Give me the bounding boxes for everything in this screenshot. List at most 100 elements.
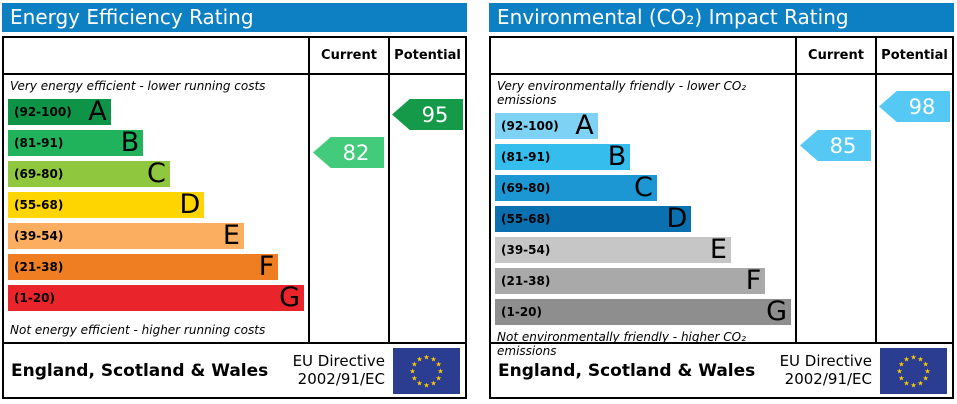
environmental-rating-table: Current Potential Very environmentally f… (489, 36, 954, 399)
potential-column (875, 75, 952, 342)
band-chart: Very energy efficient - lower running co… (4, 75, 308, 342)
svg-text:★: ★ (437, 367, 443, 375)
current-column (795, 75, 875, 342)
table-footer: England, Scotland & Wales EU Directive 2… (4, 342, 465, 397)
region-label: England, Scotland & Wales (11, 360, 269, 381)
svg-text:★: ★ (924, 367, 930, 375)
potential-column (388, 75, 465, 342)
band-range: (69-80) (501, 181, 551, 195)
svg-text:★: ★ (435, 374, 441, 382)
band-row-e: (39-54) E (8, 220, 244, 251)
svg-text:★: ★ (898, 360, 904, 368)
current-column (308, 75, 388, 342)
band-row-c: (69-80) C (495, 172, 657, 203)
band-row-f: (21-38) F (495, 265, 766, 296)
band-range: (69-80) (14, 167, 64, 181)
band-row-g: (1-20) G (495, 296, 791, 327)
svg-text:★: ★ (922, 360, 928, 368)
svg-text:★: ★ (917, 379, 923, 387)
svg-text:★: ★ (416, 355, 422, 363)
region-label: England, Scotland & Wales (498, 360, 756, 381)
potential-rating-value: 95 (421, 102, 449, 127)
band-row-g: (1-20) G (8, 282, 304, 313)
band-range: (39-54) (501, 243, 551, 257)
band-letter: C (147, 158, 166, 189)
chart-header-spacer (491, 38, 795, 75)
rating-grid: Current Potential Very energy efficient … (4, 38, 465, 342)
band-range: (92-100) (501, 119, 559, 133)
band-row-b: (81-91) B (8, 127, 144, 158)
eu-flag: ★ ★ ★ ★ ★ ★ ★ ★ ★ ★ ★ ★ (880, 347, 947, 394)
svg-text:★: ★ (910, 381, 916, 389)
band-range: (21-38) (501, 274, 551, 288)
band-letter: D (666, 203, 688, 234)
current-column-header: Current (795, 38, 875, 75)
band-letter: G (766, 296, 787, 327)
eu-directive-line2: 2002/91/EC (784, 369, 872, 388)
energy-efficiency-panel: Energy Efficiency Rating Current Potenti… (2, 3, 467, 399)
band-row-d: (55-68) D (495, 203, 692, 234)
bottom-caption: Not energy efficient - higher running co… (10, 323, 266, 337)
panel-title: Energy Efficiency Rating (10, 5, 254, 29)
energy-rating-table: Current Potential Very energy efficient … (2, 36, 467, 399)
svg-text:★: ★ (922, 374, 928, 382)
band-row-e: (39-54) E (495, 234, 731, 265)
band-chart: Very environmentally friendly - lower CO… (491, 75, 795, 358)
eu-flag: ★ ★ ★ ★ ★ ★ ★ ★ ★ ★ ★ ★ (393, 347, 460, 394)
current-column-header: Current (308, 38, 388, 75)
svg-text:★: ★ (411, 374, 417, 382)
eu-directive-label: EU Directive 2002/91/EC (780, 353, 872, 388)
band-letter: B (120, 127, 140, 158)
top-caption: Very environmentally friendly - lower CO… (497, 79, 747, 107)
chart-header-spacer (4, 38, 308, 75)
svg-text:★: ★ (898, 374, 904, 382)
band-range: (55-68) (501, 212, 551, 226)
band-letter: A (88, 96, 107, 127)
band-letter: F (745, 265, 762, 296)
band-row-c: (69-80) C (8, 158, 170, 189)
energy-title-bar: Energy Efficiency Rating (2, 3, 467, 32)
current-rating-value: 82 (342, 140, 370, 165)
panel-title: Environmental (CO₂) Impact Rating (497, 5, 849, 29)
svg-text:★: ★ (910, 353, 916, 361)
band-letter: F (258, 251, 275, 282)
eu-directive-label: EU Directive 2002/91/EC (293, 353, 385, 388)
band-letter: C (634, 172, 653, 203)
svg-text:★: ★ (416, 379, 422, 387)
potential-rating-arrow: 95 (392, 99, 463, 130)
band-letter: D (179, 189, 201, 220)
svg-text:★: ★ (423, 381, 429, 389)
svg-text:★: ★ (411, 360, 417, 368)
band-range: (1-20) (501, 305, 542, 319)
band-letter: G (279, 282, 300, 313)
eu-directive-line1: EU Directive (292, 352, 385, 371)
band-row-a: (92-100) A (495, 110, 598, 141)
band-range: (21-38) (14, 260, 64, 274)
band-letter: A (575, 110, 594, 141)
rating-grid: Current Potential Very environmentally f… (491, 38, 952, 358)
band-range: (1-20) (14, 291, 55, 305)
potential-column-header: Potential (388, 38, 465, 75)
band-range: (92-100) (14, 105, 72, 119)
band-letter: E (222, 220, 240, 251)
band-range: (81-91) (501, 150, 551, 164)
eu-directive-line1: EU Directive (779, 352, 872, 371)
band-row-a: (92-100) A (8, 96, 111, 127)
svg-text:★: ★ (896, 367, 902, 375)
current-rating-arrow: 85 (800, 130, 871, 161)
svg-text:★: ★ (409, 367, 415, 375)
band-range: (39-54) (14, 229, 64, 243)
svg-text:★: ★ (430, 355, 436, 363)
band-range: (55-68) (14, 198, 64, 212)
band-letter: E (709, 234, 727, 265)
band-range: (81-91) (14, 136, 64, 150)
top-caption: Very energy efficient - lower running co… (10, 79, 266, 93)
band-row-f: (21-38) F (8, 251, 279, 282)
svg-text:★: ★ (423, 353, 429, 361)
svg-text:★: ★ (903, 355, 909, 363)
current-rating-arrow: 82 (313, 137, 384, 168)
band-row-d: (55-68) D (8, 189, 205, 220)
svg-text:★: ★ (903, 379, 909, 387)
svg-text:★: ★ (430, 379, 436, 387)
